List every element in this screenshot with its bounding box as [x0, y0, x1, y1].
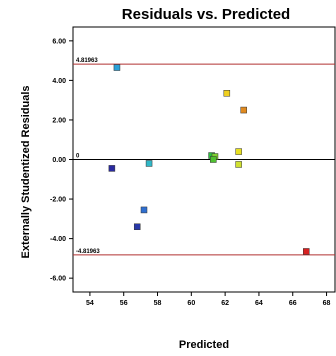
data-point	[303, 248, 310, 255]
data-point	[113, 64, 121, 71]
y-tick-label: 6.00	[52, 38, 66, 45]
data-points	[108, 64, 310, 255]
data-point	[133, 223, 141, 230]
x-tick-label: 60	[187, 300, 195, 307]
y-tick-label: 4.00	[52, 78, 66, 85]
y-tick-label: 0.00	[52, 157, 66, 164]
data-point	[140, 206, 148, 214]
x-axis-ticks: 54 56 58 60 62 64 66 68	[86, 292, 331, 307]
y-tick-label: 2.00	[52, 117, 66, 124]
data-point	[240, 106, 247, 114]
reference-line-label: -4.81963	[76, 249, 100, 255]
y-axis-ticks: -6.00 -4.00 -2.00 0.00 2.00 4.00 6.00	[50, 38, 73, 283]
data-point	[108, 165, 116, 172]
x-tick-label: 58	[154, 300, 162, 307]
data-point	[235, 161, 242, 168]
chart-title: Residuals vs. Predicted	[122, 6, 290, 23]
x-tick-label: 54	[86, 300, 94, 307]
x-tick-label: 56	[120, 300, 128, 307]
x-tick-label: 66	[289, 300, 297, 307]
reference-line-label: 0	[76, 154, 80, 160]
data-point	[210, 156, 217, 163]
x-tick-label: 62	[221, 300, 229, 307]
reference-line-label: 4.81963	[76, 58, 98, 64]
x-tick-label: 68	[323, 300, 331, 307]
data-point	[235, 148, 242, 155]
y-axis-label: Externally Studentized Residuals	[20, 86, 32, 259]
x-axis-label: Predicted	[179, 339, 229, 351]
data-point	[145, 160, 153, 167]
reference-lines: 4.81963 0 -4.81963	[73, 58, 335, 256]
x-tick-label: 64	[255, 300, 263, 307]
y-tick-label: -4.00	[50, 236, 66, 243]
data-point	[223, 90, 231, 97]
y-tick-label: -6.00	[50, 276, 66, 283]
y-tick-label: -2.00	[50, 197, 66, 204]
